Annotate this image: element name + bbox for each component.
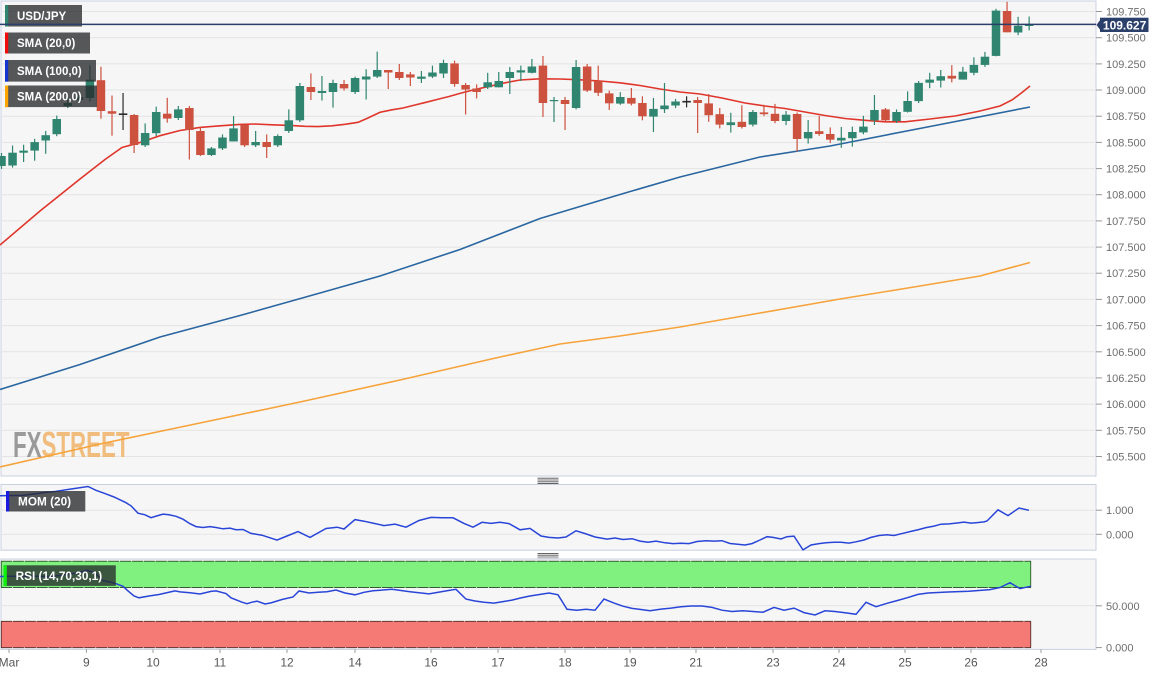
svg-text:109.250: 109.250 — [1106, 59, 1146, 71]
svg-text:50.000: 50.000 — [1106, 601, 1140, 613]
svg-text:USD/JPY: USD/JPY — [17, 11, 67, 23]
svg-text:108.500: 108.500 — [1106, 137, 1146, 149]
svg-text:107.750: 107.750 — [1106, 216, 1146, 228]
svg-text:28: 28 — [1034, 656, 1048, 670]
svg-text:1.000: 1.000 — [1106, 505, 1134, 517]
svg-text:12: 12 — [280, 656, 294, 670]
svg-text:SMA (200,0): SMA (200,0) — [17, 92, 82, 104]
svg-text:FXSTREET: FXSTREET — [13, 426, 130, 466]
svg-text:108.000: 108.000 — [1106, 190, 1146, 202]
svg-text:106.750: 106.750 — [1106, 321, 1146, 333]
svg-text:17: 17 — [491, 656, 505, 670]
svg-text:25: 25 — [898, 656, 912, 670]
svg-text:106.500: 106.500 — [1106, 347, 1146, 359]
svg-text:21: 21 — [689, 656, 703, 670]
svg-text:0.000: 0.000 — [1106, 529, 1134, 541]
svg-text:16: 16 — [424, 656, 438, 670]
svg-text:109.000: 109.000 — [1106, 85, 1146, 97]
svg-text:SMA (100,0): SMA (100,0) — [17, 66, 82, 78]
svg-text:107.250: 107.250 — [1106, 268, 1146, 280]
svg-text:109.627: 109.627 — [1103, 18, 1147, 32]
svg-text:109.500: 109.500 — [1106, 33, 1146, 45]
svg-text:10: 10 — [146, 656, 160, 670]
svg-text:107.500: 107.500 — [1106, 242, 1146, 254]
svg-text:106.000: 106.000 — [1106, 399, 1146, 411]
svg-text:19: 19 — [623, 656, 637, 670]
svg-text:RSI (14,70,30,1): RSI (14,70,30,1) — [16, 569, 103, 583]
svg-text:18: 18 — [558, 656, 572, 670]
svg-text:105.500: 105.500 — [1106, 452, 1146, 464]
svg-text:11: 11 — [214, 656, 227, 670]
svg-text:107.000: 107.000 — [1106, 294, 1146, 306]
svg-text:14: 14 — [348, 656, 362, 670]
svg-text:105.750: 105.750 — [1106, 425, 1146, 437]
svg-text:0.000: 0.000 — [1106, 643, 1134, 655]
svg-text:Mar: Mar — [0, 656, 19, 670]
svg-text:SMA (20,0): SMA (20,0) — [17, 38, 76, 50]
svg-text:MOM (20): MOM (20) — [18, 494, 71, 508]
svg-text:109.750: 109.750 — [1106, 7, 1146, 19]
svg-text:106.250: 106.250 — [1106, 373, 1146, 385]
svg-text:26: 26 — [964, 656, 978, 670]
svg-text:23: 23 — [766, 656, 780, 670]
svg-text:24: 24 — [832, 656, 846, 670]
svg-text:9: 9 — [83, 656, 90, 670]
svg-text:108.750: 108.750 — [1106, 111, 1146, 123]
svg-text:108.250: 108.250 — [1106, 164, 1146, 176]
